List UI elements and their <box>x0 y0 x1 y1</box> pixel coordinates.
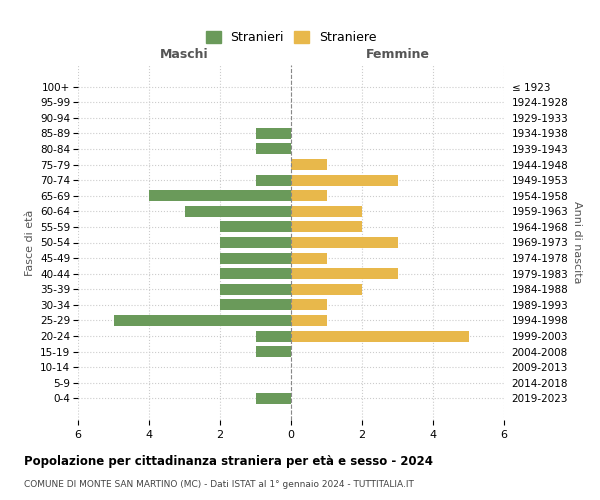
Bar <box>256 393 291 404</box>
Y-axis label: Anni di nascita: Anni di nascita <box>572 201 582 284</box>
Text: Popolazione per cittadinanza straniera per età e sesso - 2024: Popolazione per cittadinanza straniera p… <box>24 455 433 468</box>
Bar <box>291 268 398 279</box>
Bar <box>256 144 291 154</box>
Bar <box>220 252 291 264</box>
Bar <box>291 252 326 264</box>
Bar <box>291 222 362 232</box>
Legend: Stranieri, Straniere: Stranieri, Straniere <box>199 25 383 50</box>
Bar <box>291 190 326 201</box>
Y-axis label: Fasce di età: Fasce di età <box>25 210 35 276</box>
Bar <box>220 284 291 294</box>
Bar <box>149 190 291 201</box>
Bar <box>256 346 291 357</box>
Bar <box>220 237 291 248</box>
Text: Femmine: Femmine <box>365 48 430 62</box>
Bar <box>291 206 362 217</box>
Text: COMUNE DI MONTE SAN MARTINO (MC) - Dati ISTAT al 1° gennaio 2024 - TUTTITALIA.IT: COMUNE DI MONTE SAN MARTINO (MC) - Dati … <box>24 480 414 489</box>
Bar <box>291 237 398 248</box>
Bar <box>113 315 291 326</box>
Bar <box>256 174 291 186</box>
Bar <box>291 300 326 310</box>
Bar <box>220 268 291 279</box>
Text: Maschi: Maschi <box>160 48 209 62</box>
Bar <box>291 330 469 342</box>
Bar <box>220 300 291 310</box>
Bar <box>291 284 362 294</box>
Bar <box>291 315 326 326</box>
Bar <box>291 159 326 170</box>
Bar <box>220 222 291 232</box>
Bar <box>256 330 291 342</box>
Bar <box>256 128 291 139</box>
Bar <box>185 206 291 217</box>
Bar <box>291 174 398 186</box>
